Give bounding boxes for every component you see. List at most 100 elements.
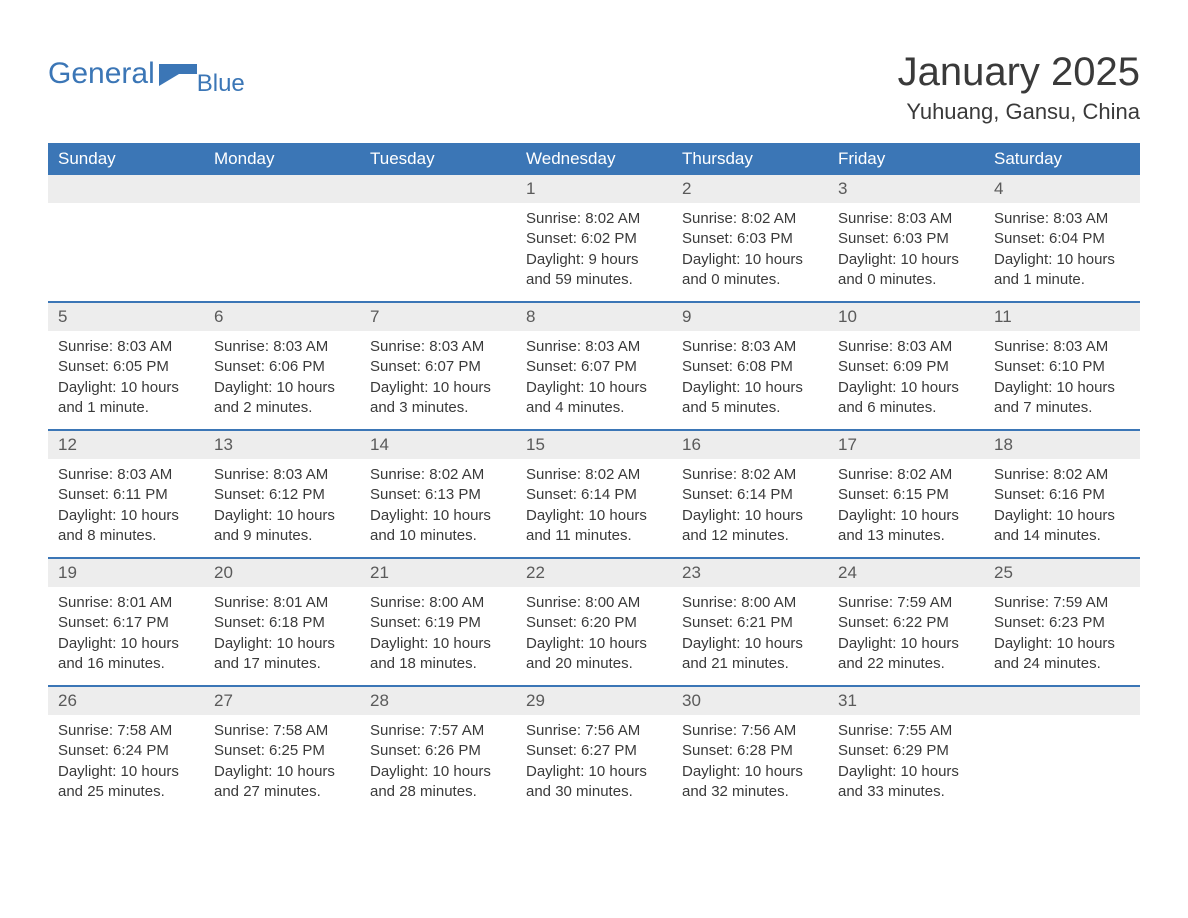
sunrise-text: Sunrise: 8:03 AM [370, 337, 506, 357]
day-cell: 6Sunrise: 8:03 AMSunset: 6:06 PMDaylight… [204, 303, 360, 429]
sunset-text: Sunset: 6:02 PM [526, 229, 662, 249]
sunset-text: Sunset: 6:24 PM [58, 741, 194, 761]
day-details: Sunrise: 7:59 AMSunset: 6:23 PMDaylight:… [984, 587, 1140, 682]
sunset-text: Sunset: 6:15 PM [838, 485, 974, 505]
daylight-text: Daylight: 10 hours and 6 minutes. [838, 378, 974, 419]
day-number: . [984, 687, 1140, 715]
month-title: January 2025 [898, 50, 1140, 95]
sunrise-text: Sunrise: 8:01 AM [214, 593, 350, 613]
day-cell: 26Sunrise: 7:58 AMSunset: 6:24 PMDayligh… [48, 687, 204, 813]
daylight-text: Daylight: 10 hours and 5 minutes. [682, 378, 818, 419]
day-number: 13 [204, 431, 360, 459]
daylight-text: Daylight: 10 hours and 11 minutes. [526, 506, 662, 547]
day-cell: 29Sunrise: 7:56 AMSunset: 6:27 PMDayligh… [516, 687, 672, 813]
sunset-text: Sunset: 6:12 PM [214, 485, 350, 505]
sunrise-text: Sunrise: 7:56 AM [682, 721, 818, 741]
sunrise-text: Sunrise: 7:59 AM [994, 593, 1130, 613]
day-cell: . [204, 175, 360, 301]
day-cell: 25Sunrise: 7:59 AMSunset: 6:23 PMDayligh… [984, 559, 1140, 685]
sunrise-text: Sunrise: 8:03 AM [214, 337, 350, 357]
sunrise-text: Sunrise: 8:01 AM [58, 593, 194, 613]
daylight-text: Daylight: 10 hours and 9 minutes. [214, 506, 350, 547]
weekday-header-cell: Saturday [984, 143, 1140, 175]
sunset-text: Sunset: 6:19 PM [370, 613, 506, 633]
day-number: 27 [204, 687, 360, 715]
day-details: Sunrise: 8:01 AMSunset: 6:18 PMDaylight:… [204, 587, 360, 682]
sunset-text: Sunset: 6:13 PM [370, 485, 506, 505]
day-details: Sunrise: 8:03 AMSunset: 6:04 PMDaylight:… [984, 203, 1140, 298]
sunset-text: Sunset: 6:03 PM [838, 229, 974, 249]
calendar-table: SundayMondayTuesdayWednesdayThursdayFrid… [48, 143, 1140, 813]
sunrise-text: Sunrise: 8:03 AM [994, 337, 1130, 357]
day-number: 19 [48, 559, 204, 587]
day-details: Sunrise: 7:56 AMSunset: 6:28 PMDaylight:… [672, 715, 828, 810]
day-details: Sunrise: 7:56 AMSunset: 6:27 PMDaylight:… [516, 715, 672, 810]
day-details: Sunrise: 8:02 AMSunset: 6:16 PMDaylight:… [984, 459, 1140, 554]
day-number: 9 [672, 303, 828, 331]
day-cell: . [48, 175, 204, 301]
sunset-text: Sunset: 6:03 PM [682, 229, 818, 249]
logo-sub-text: Blue [197, 70, 245, 98]
sunset-text: Sunset: 6:09 PM [838, 357, 974, 377]
sunset-text: Sunset: 6:14 PM [526, 485, 662, 505]
sunrise-text: Sunrise: 8:02 AM [682, 465, 818, 485]
day-details: Sunrise: 8:03 AMSunset: 6:07 PMDaylight:… [360, 331, 516, 426]
day-number: 2 [672, 175, 828, 203]
sunrise-text: Sunrise: 7:55 AM [838, 721, 974, 741]
day-cell: 2Sunrise: 8:02 AMSunset: 6:03 PMDaylight… [672, 175, 828, 301]
day-number: 17 [828, 431, 984, 459]
day-cell: 9Sunrise: 8:03 AMSunset: 6:08 PMDaylight… [672, 303, 828, 429]
day-number: . [204, 175, 360, 203]
day-cell: 12Sunrise: 8:03 AMSunset: 6:11 PMDayligh… [48, 431, 204, 557]
day-number: 18 [984, 431, 1140, 459]
sunrise-text: Sunrise: 8:03 AM [994, 209, 1130, 229]
daylight-text: Daylight: 10 hours and 18 minutes. [370, 634, 506, 675]
day-details: Sunrise: 8:03 AMSunset: 6:10 PMDaylight:… [984, 331, 1140, 426]
day-details: Sunrise: 8:00 AMSunset: 6:21 PMDaylight:… [672, 587, 828, 682]
sunset-text: Sunset: 6:25 PM [214, 741, 350, 761]
location-subtitle: Yuhuang, Gansu, China [898, 99, 1140, 125]
sunset-text: Sunset: 6:14 PM [682, 485, 818, 505]
sunrise-text: Sunrise: 7:58 AM [214, 721, 350, 741]
sunset-text: Sunset: 6:23 PM [994, 613, 1130, 633]
sunset-text: Sunset: 6:07 PM [526, 357, 662, 377]
day-details: Sunrise: 8:03 AMSunset: 6:05 PMDaylight:… [48, 331, 204, 426]
day-details: Sunrise: 8:02 AMSunset: 6:14 PMDaylight:… [672, 459, 828, 554]
day-number: 15 [516, 431, 672, 459]
day-details: Sunrise: 8:03 AMSunset: 6:06 PMDaylight:… [204, 331, 360, 426]
sunset-text: Sunset: 6:22 PM [838, 613, 974, 633]
weekday-header-cell: Friday [828, 143, 984, 175]
sunset-text: Sunset: 6:28 PM [682, 741, 818, 761]
daylight-text: Daylight: 10 hours and 32 minutes. [682, 762, 818, 803]
weekday-header-cell: Tuesday [360, 143, 516, 175]
day-number: 28 [360, 687, 516, 715]
day-number: 23 [672, 559, 828, 587]
sunset-text: Sunset: 6:11 PM [58, 485, 194, 505]
day-cell: 18Sunrise: 8:02 AMSunset: 6:16 PMDayligh… [984, 431, 1140, 557]
page-header: General Blue January 2025 Yuhuang, Gansu… [48, 50, 1140, 125]
sunrise-text: Sunrise: 8:03 AM [58, 465, 194, 485]
daylight-text: Daylight: 10 hours and 28 minutes. [370, 762, 506, 803]
weekday-header-cell: Wednesday [516, 143, 672, 175]
day-number: . [360, 175, 516, 203]
daylight-text: Daylight: 10 hours and 27 minutes. [214, 762, 350, 803]
day-details: Sunrise: 7:55 AMSunset: 6:29 PMDaylight:… [828, 715, 984, 810]
day-number: 14 [360, 431, 516, 459]
sunrise-text: Sunrise: 7:57 AM [370, 721, 506, 741]
daylight-text: Daylight: 10 hours and 30 minutes. [526, 762, 662, 803]
day-details: Sunrise: 8:03 AMSunset: 6:12 PMDaylight:… [204, 459, 360, 554]
daylight-text: Daylight: 10 hours and 7 minutes. [994, 378, 1130, 419]
day-number: 5 [48, 303, 204, 331]
sunrise-text: Sunrise: 8:02 AM [370, 465, 506, 485]
sunset-text: Sunset: 6:18 PM [214, 613, 350, 633]
day-cell: . [984, 687, 1140, 813]
sunrise-text: Sunrise: 8:02 AM [526, 209, 662, 229]
day-number: 22 [516, 559, 672, 587]
day-number: 26 [48, 687, 204, 715]
day-number: 31 [828, 687, 984, 715]
day-details: Sunrise: 8:03 AMSunset: 6:08 PMDaylight:… [672, 331, 828, 426]
sunset-text: Sunset: 6:07 PM [370, 357, 506, 377]
day-details: Sunrise: 7:58 AMSunset: 6:24 PMDaylight:… [48, 715, 204, 810]
sunrise-text: Sunrise: 8:03 AM [58, 337, 194, 357]
sunset-text: Sunset: 6:29 PM [838, 741, 974, 761]
